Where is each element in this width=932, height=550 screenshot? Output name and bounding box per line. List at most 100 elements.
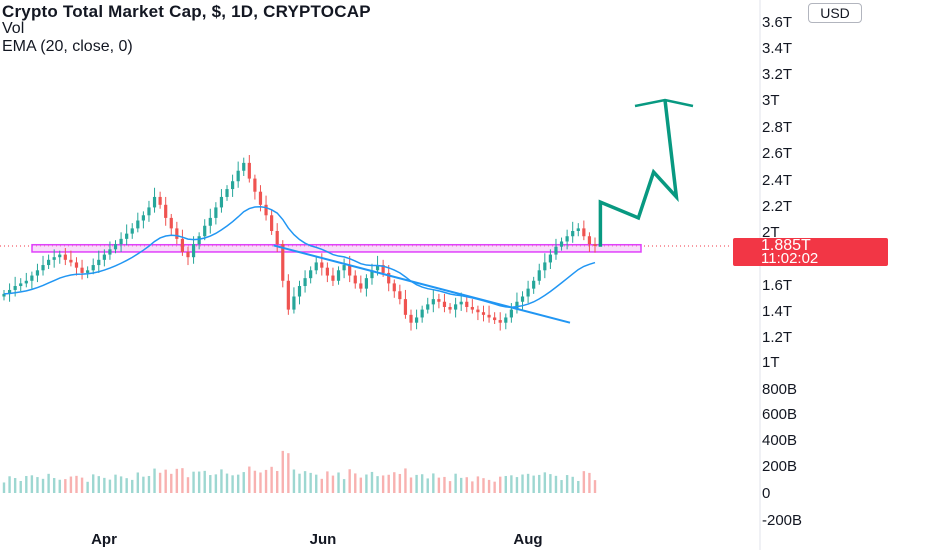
- volume-bar: [437, 477, 441, 493]
- volume-bar: [476, 476, 480, 493]
- candle-body: [297, 286, 302, 297]
- candle-body: [426, 304, 430, 310]
- candle-body: [270, 215, 274, 231]
- volume-bar: [25, 475, 28, 493]
- volume-bar: [125, 478, 128, 493]
- candle-body: [186, 251, 190, 258]
- candle-body: [487, 314, 491, 318]
- candle-body: [41, 265, 45, 271]
- volume-bar: [326, 471, 329, 493]
- volume-bar: [454, 473, 457, 493]
- volume-bar: [225, 473, 229, 493]
- volume-bar: [370, 471, 374, 493]
- volume-bar: [119, 476, 123, 493]
- last-price-tag: 1.885T 11:02:02: [733, 238, 888, 266]
- volume-bar: [499, 476, 502, 493]
- candle-body: [108, 249, 112, 255]
- candle-body: [30, 275, 34, 281]
- volume-bar: [281, 450, 284, 493]
- candle-body: [476, 309, 480, 313]
- volume-bar: [342, 479, 346, 493]
- chart-area[interactable]: 3.6T 3.4T 3.2T 3T 2.8T 2.6T 2.4T 2.2T 2T 1.6T 1.4T…: [0, 0, 802, 550]
- volume-bar: [298, 473, 301, 493]
- candle-body: [320, 262, 324, 268]
- volume-bar: [337, 472, 340, 493]
- projection-path: [598, 99, 679, 247]
- y-tick-label: 400B: [762, 432, 797, 449]
- volume-bar: [393, 472, 396, 493]
- volume-bar: [270, 466, 273, 493]
- candle-body: [593, 244, 597, 247]
- candle-body: [152, 196, 157, 208]
- volume-bar: [175, 468, 179, 493]
- y-tick-label: 1.2T: [762, 329, 792, 346]
- volume-bar: [19, 480, 22, 493]
- y-tick-label: 1.4T: [762, 303, 792, 320]
- candle-body: [24, 280, 28, 284]
- volume-bar: [36, 477, 39, 493]
- volume-bar: [538, 474, 541, 493]
- candle-body: [63, 254, 67, 260]
- volume-bar: [75, 475, 78, 493]
- candle-body: [543, 262, 547, 271]
- candle-body: [587, 236, 592, 245]
- volume-bar: [153, 468, 156, 493]
- volume-bar: [192, 471, 195, 493]
- volume-bar: [209, 475, 212, 493]
- support-zone: [31, 243, 642, 253]
- candle-body: [292, 296, 296, 310]
- volume-bar: [365, 474, 368, 493]
- last-price-value: 1.885T: [761, 237, 811, 254]
- ema-line: [3, 206, 596, 308]
- volume-bar: [515, 477, 519, 493]
- y-tick-label: 0: [762, 485, 770, 502]
- volume-bar: [565, 475, 569, 493]
- candle-body: [381, 265, 385, 273]
- candle-body: [136, 220, 140, 229]
- volume-bar: [560, 480, 563, 493]
- volume-bar: [52, 478, 56, 493]
- bar-countdown: 11:02:02: [761, 250, 819, 267]
- candle-body: [481, 312, 486, 315]
- candle-body: [86, 270, 90, 273]
- volume-bar: [287, 453, 290, 493]
- volume-bar: [47, 473, 50, 493]
- volume-bar: [80, 477, 84, 493]
- ema-indicator-label[interactable]: EMA (20, close, 0): [2, 38, 133, 55]
- vol-indicator-label[interactable]: Vol: [2, 20, 25, 37]
- volume-bar: [381, 475, 385, 493]
- candle-body: [275, 231, 279, 245]
- candle-body: [264, 204, 268, 216]
- candle-body: [392, 283, 396, 292]
- candle-body: [47, 259, 51, 266]
- candle-body: [571, 231, 575, 237]
- candle-body: [548, 254, 552, 263]
- volume-bar: [593, 480, 597, 493]
- volume-bar: [30, 475, 34, 493]
- volume-bar: [571, 476, 574, 493]
- candle-body: [314, 262, 318, 271]
- candle-body: [459, 301, 463, 305]
- candle-body: [2, 293, 6, 297]
- volume-bar: [526, 473, 530, 493]
- candle-body: [370, 270, 374, 279]
- volume-bar: [264, 469, 268, 493]
- candle-body: [247, 162, 251, 179]
- candle-body: [203, 225, 207, 237]
- volume-bar: [142, 476, 145, 493]
- currency-badge[interactable]: USD: [808, 3, 862, 23]
- volume-bar: [197, 471, 201, 493]
- volume-bar: [487, 479, 491, 493]
- candle-body: [303, 278, 307, 287]
- candle-body: [375, 265, 380, 271]
- candle-body: [342, 265, 346, 271]
- candle-body: [387, 272, 391, 284]
- candle-body: [141, 215, 145, 221]
- y-tick-label: 2.8T: [762, 119, 792, 136]
- candle-body: [119, 238, 123, 245]
- volume-bar: [543, 472, 547, 493]
- volume-bar: [409, 477, 413, 493]
- candle-body: [236, 170, 240, 182]
- y-tick-label: 600B: [762, 406, 797, 423]
